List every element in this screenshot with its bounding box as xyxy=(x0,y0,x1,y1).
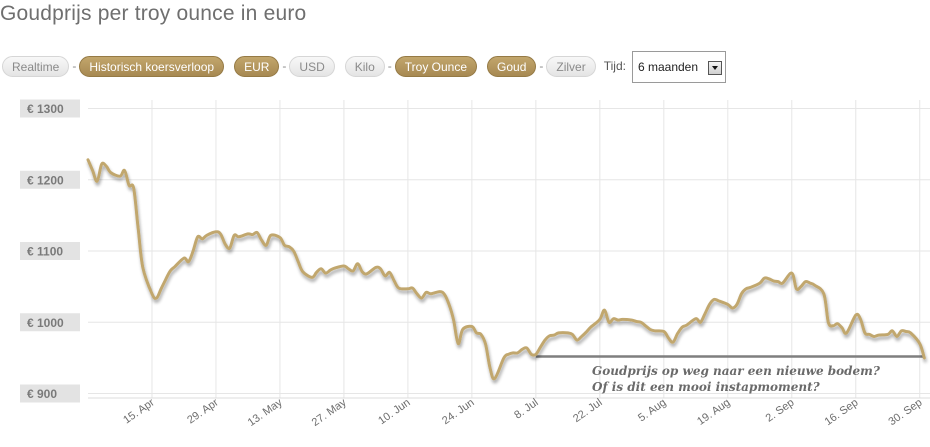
goud-button[interactable]: Goud xyxy=(487,56,536,77)
usd-button[interactable]: USD xyxy=(289,56,334,77)
gold-price-chart: € 900 € 1000 € 1100 € 1200 € 1300 15. Apr 29.… xyxy=(0,90,930,447)
annotation-line-1: Goudprijs op weg naar een nieuwe bodem? xyxy=(592,364,881,378)
period-select-value: 6 maanden xyxy=(638,60,698,74)
x-tick-label: 16. Sep xyxy=(823,397,861,429)
troy-ounce-button[interactable]: Troy Ounce xyxy=(395,56,477,77)
separator: - xyxy=(72,59,76,73)
x-axis: 15. Apr 29. Apr 13. May 27. May 10. Jun 24. J… xyxy=(121,396,924,429)
annotation-layer: Goudprijs op weg naar een nieuwe bodem? … xyxy=(592,364,881,394)
x-tick-label: 29. Apr xyxy=(185,396,221,426)
period-select[interactable]: 6 maanden xyxy=(632,51,726,83)
gold-price-line xyxy=(88,160,924,379)
x-tick-label: 27. May xyxy=(310,396,349,429)
zilver-button[interactable]: Zilver xyxy=(546,56,595,77)
y-tick-label: € 1100 xyxy=(27,245,63,259)
y-tick-label: € 1300 xyxy=(27,102,64,116)
x-tick-label: 5. Aug xyxy=(636,397,668,425)
annotation-line-2: Of is dit een mooi instapmoment? xyxy=(592,380,821,394)
y-tick-label: € 1000 xyxy=(27,316,64,330)
series-layer xyxy=(88,160,924,379)
x-tick-label: 30. Sep xyxy=(887,397,925,429)
historisch-button[interactable]: Historisch koersverloop xyxy=(79,56,224,77)
y-tick-label: € 900 xyxy=(27,387,57,401)
x-tick-label: 22. Jul xyxy=(571,397,604,425)
x-tick-label: 19. Aug xyxy=(695,397,732,428)
page-title: Goudprijs per troy ounce in euro xyxy=(0,2,306,26)
chart-toolbar: Realtime - Historisch koersverloop EUR -… xyxy=(2,54,930,78)
x-tick-label: 13. May xyxy=(246,396,285,429)
x-tick-label: 8. Jul xyxy=(512,397,540,422)
separator: - xyxy=(539,59,543,73)
x-tick-label: 24. Jun xyxy=(440,397,476,428)
separator: - xyxy=(282,59,286,73)
separator: - xyxy=(388,59,392,73)
x-tick-label: 2. Sep xyxy=(764,397,797,425)
tijd-label: Tijd: xyxy=(604,59,626,73)
eur-button[interactable]: EUR xyxy=(234,56,279,77)
realtime-button[interactable]: Realtime xyxy=(2,56,69,77)
chevron-down-icon[interactable] xyxy=(708,61,722,75)
y-axis: € 900 € 1000 € 1100 € 1200 € 1300 xyxy=(20,100,80,403)
y-tick-label: € 1200 xyxy=(27,173,64,187)
x-tick-label: 15. Apr xyxy=(121,396,157,426)
kilo-button[interactable]: Kilo xyxy=(345,56,385,77)
x-tick-label: 10. Jun xyxy=(376,397,412,428)
